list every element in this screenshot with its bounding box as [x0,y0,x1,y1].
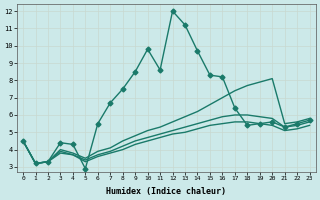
X-axis label: Humidex (Indice chaleur): Humidex (Indice chaleur) [106,187,226,196]
